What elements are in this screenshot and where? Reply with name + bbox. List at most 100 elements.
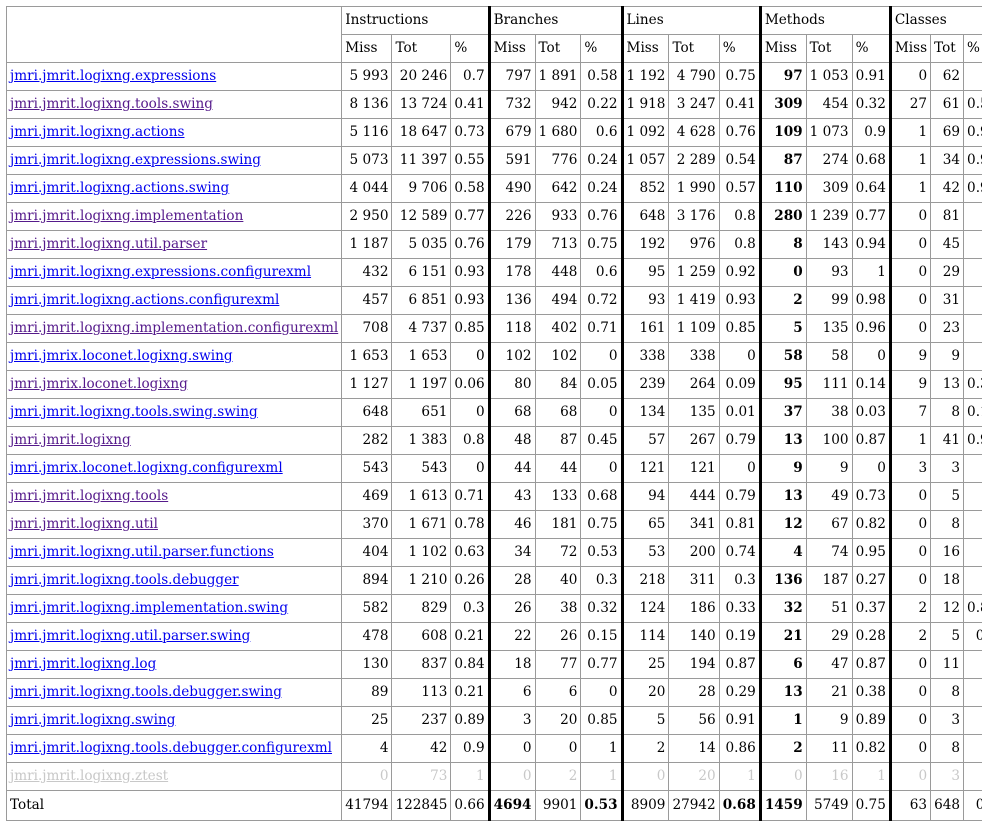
metric-cell: 2 [758,286,807,315]
package-cell[interactable]: jmri.jmrit.logixng.util.parser.functions [5,538,343,567]
package-link[interactable]: jmri.jmrit.logixng.implementation.swing [10,600,289,616]
metric-cell: 0 [888,706,932,735]
metric-cell: 110 [758,174,807,203]
metric-cell: 9 [805,454,853,483]
package-link[interactable]: jmri.jmrit.logixng.util.parser [10,236,208,252]
metric-cell: 0.81 [718,510,761,539]
package-link[interactable]: jmri.jmrit.logixng.implementation.config… [10,320,339,336]
package-cell[interactable]: jmri.jmrit.logixng [5,426,343,455]
metric-cell: 20 246 [391,62,452,91]
package-link[interactable]: jmri.jmrit.logixng.util.parser.functions [10,544,274,560]
metric-cell: 0.53 [580,538,623,567]
package-cell[interactable]: jmri.jmrit.logixng.tools [5,482,343,511]
package-cell[interactable]: jmri.jmrit.logixng.tools.debugger.swing [5,678,343,707]
package-link[interactable]: jmri.jmrit.logixng.expressions.configure… [10,264,312,280]
package-cell[interactable]: jmri.jmrix.loconet.logixng.configurexml [5,454,343,483]
package-cell[interactable]: jmri.jmrit.logixng.tools.debugger [5,566,343,595]
package-cell[interactable]: jmri.jmrit.logixng.swing [5,706,343,735]
package-cell[interactable]: jmri.jmrit.logixng.tools.swing.swing [5,398,343,427]
package-cell[interactable]: jmri.jmrix.loconet.logixng.swing [5,342,343,371]
metric-cell: 0.85 [580,706,623,735]
package-cell[interactable]: jmri.jmrit.logixng.tools.debugger.config… [5,734,343,763]
metric-cell: 0.09 [718,370,761,399]
package-link[interactable]: jmri.jmrit.logixng.swing [10,712,176,728]
package-cell[interactable]: jmri.jmrit.logixng.actions.configurexml [5,286,343,315]
metric-cell: 0 [341,762,393,791]
package-link[interactable]: jmri.jmrix.loconet.logixng.configurexml [10,460,283,476]
metric-cell: 0 [580,342,623,371]
package-cell[interactable]: jmri.jmrit.logixng.actions.swing [5,174,343,203]
package-link[interactable]: jmri.jmrit.logixng.tools.debugger.config… [10,740,333,756]
package-link[interactable]: jmri.jmrit.logixng.expressions.swing [10,152,261,168]
package-link[interactable]: jmri.jmrit.logixng.implementation [10,208,244,224]
metric-cell: 713 [534,230,582,259]
package-link[interactable]: jmri.jmrit.logixng.tools.swing [10,96,213,112]
package-cell[interactable]: jmri.jmrit.logixng.expressions.swing [5,146,343,175]
metric-cell: 829 [391,594,452,623]
metric-cell: 20 [668,762,720,791]
metric-cell: 5 993 [341,62,393,91]
metric-cell: 5 035 [391,230,452,259]
sub-header-miss: Miss [620,34,670,63]
package-link[interactable]: jmri.jmrit.logixng.util.parser.swing [10,628,251,644]
sub-header-pct: % [450,34,490,63]
metric-cell: 3 [487,706,536,735]
metric-cell: 77 [534,650,582,679]
metric-cell: 8 [930,398,965,427]
metric-cell: 18 [487,650,536,679]
package-link[interactable]: jmri.jmrit.logixng.tools.debugger [10,572,239,588]
package-cell[interactable]: jmri.jmrit.logixng.actions [5,118,343,147]
package-cell[interactable]: jmri.jmrit.logixng.ztest [5,762,343,791]
metric-cell: 0.93 [718,286,761,315]
metric-cell: 0.33 [718,594,761,623]
metric-cell: 6 [758,650,807,679]
metric-cell: 0.6 [963,622,982,651]
metric-cell: 0.77 [450,202,490,231]
package-cell[interactable]: jmri.jmrit.logixng.tools.swing [5,90,343,119]
package-link[interactable]: jmri.jmrit.logixng.expressions [10,68,217,84]
package-link[interactable]: jmri.jmrit.logixng.tools.debugger.swing [10,684,282,700]
metric-cell: 27942 [668,790,720,821]
table-row: jmri.jmrit.logixng.swing 25 237 0.89 3 20 0.85… [5,706,982,735]
package-link[interactable]: jmri.jmrit.logixng [10,432,131,448]
package-cell[interactable]: jmri.jmrit.logixng.util.parser [5,230,343,259]
package-link[interactable]: jmri.jmrit.logixng.tools [10,488,169,504]
package-link[interactable]: jmri.jmrix.loconet.logixng.swing [10,348,233,364]
metric-cell: 0.79 [718,426,761,455]
package-link[interactable]: jmri.jmrit.logixng.log [10,656,157,672]
header-lines: Lines [620,6,761,35]
metric-cell: 0.94 [851,230,891,259]
metric-cell: 94 [620,482,670,511]
package-cell[interactable]: jmri.jmrit.logixng.util [5,510,343,539]
package-cell[interactable]: jmri.jmrit.logixng.implementation [5,202,343,231]
package-link[interactable]: jmri.jmrit.logixng.actions.configurexml [10,292,280,308]
package-cell[interactable]: jmri.jmrit.logixng.implementation.swing [5,594,343,623]
package-cell[interactable]: jmri.jmrix.loconet.logixng [5,370,343,399]
metric-cell: 976 [668,230,720,259]
package-link[interactable]: jmri.jmrix.loconet.logixng [10,376,188,392]
metric-cell: 1 [963,230,982,259]
package-link[interactable]: jmri.jmrit.logixng.tools.swing.swing [10,404,258,420]
metric-cell: 1 073 [805,118,853,147]
metric-cell: 80 [487,370,536,399]
metric-cell: 130 [341,650,393,679]
metric-cell: 0 [888,510,932,539]
package-link[interactable]: jmri.jmrit.logixng.actions.swing [10,180,230,196]
package-cell[interactable]: jmri.jmrit.logixng.util.parser.swing [5,622,343,651]
package-link[interactable]: jmri.jmrit.logixng.ztest [10,768,169,784]
metric-cell: 4 790 [668,62,720,91]
package-cell[interactable]: jmri.jmrit.logixng.implementation.config… [5,314,343,343]
metric-cell: 0.63 [450,538,490,567]
metric-cell: 0.54 [718,146,761,175]
metric-cell: 135 [668,398,720,427]
package-cell[interactable]: jmri.jmrit.logixng.log [5,650,343,679]
package-link[interactable]: jmri.jmrit.logixng.actions [10,124,185,140]
metric-cell: 1 [963,314,982,343]
metric-cell: 0.91 [851,62,891,91]
package-cell[interactable]: jmri.jmrit.logixng.expressions [5,62,343,91]
metric-cell: 1 [963,566,982,595]
package-link[interactable]: jmri.jmrit.logixng.util [10,516,158,532]
metric-cell: 0 [888,230,932,259]
package-cell[interactable]: jmri.jmrit.logixng.expressions.configure… [5,258,343,287]
metric-cell: 1 102 [391,538,452,567]
